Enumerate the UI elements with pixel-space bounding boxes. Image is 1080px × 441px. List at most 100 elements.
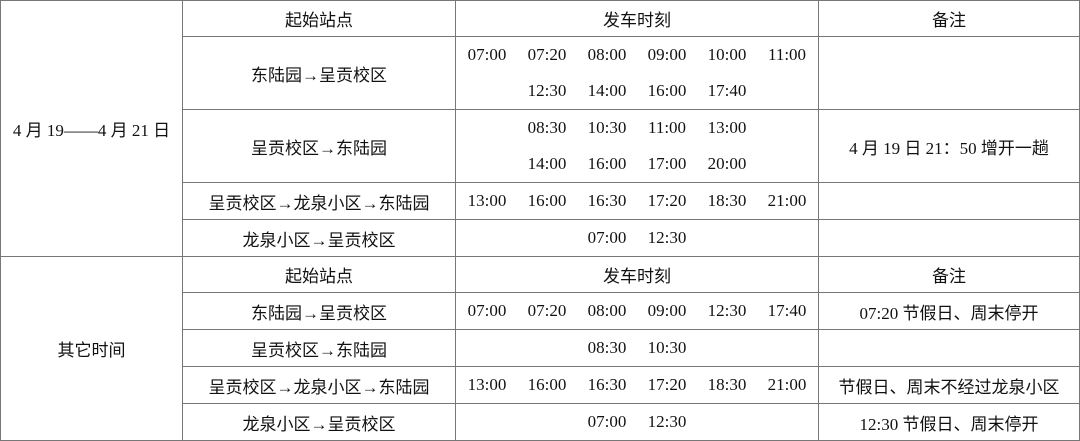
- departure-time: 07:00: [587, 228, 627, 247]
- departure-time: 07:00: [587, 412, 627, 431]
- departure-time: 16:30: [587, 191, 627, 210]
- note-cell: 12:30 节假日、周末停开: [818, 403, 1080, 441]
- departure-time: [697, 330, 757, 366]
- header-route: 起始站点: [182, 256, 456, 293]
- departure-time: [757, 110, 817, 146]
- route-cell: 呈贡校区→龙泉小区→东陆园: [182, 182, 456, 220]
- route-cell: 龙泉小区→呈贡校区: [182, 403, 456, 441]
- departure-time: 20:00: [707, 154, 747, 173]
- departure-time: [697, 220, 757, 256]
- departure-time: [697, 404, 757, 440]
- header-times: 发车时刻: [455, 256, 819, 293]
- departure-time: 08:00: [587, 45, 627, 64]
- departure-time: [757, 404, 817, 440]
- departure-time: [517, 404, 577, 440]
- departure-time: 10:00: [707, 45, 747, 64]
- departure-time: 12:30: [707, 301, 747, 320]
- times-cell: 08:30 10:30 11:00 13:00 14:00 16:00 17:00 20:00: [455, 109, 819, 183]
- header-row: 4 月 19——4 月 21 日起始站点 发车时刻 备注: [0, 0, 1080, 257]
- departure-time: [457, 110, 517, 146]
- departure-time: 08:00: [587, 301, 627, 320]
- header-route: 起始站点: [182, 0, 456, 37]
- departure-time: 16:00: [587, 154, 627, 173]
- times-cell: 07:00 12:30: [455, 403, 819, 441]
- period-cell: 4 月 19——4 月 21 日: [0, 0, 183, 257]
- departure-time: 17:00: [647, 154, 687, 173]
- times-cell: 13:00 16:00 16:30 17:20 18:30 21:00: [455, 182, 819, 220]
- route-cell: 东陆园→呈贡校区: [182, 292, 456, 330]
- departure-time: 07:00: [467, 301, 507, 320]
- departure-time: [517, 220, 577, 256]
- route-cell: 呈贡校区→东陆园: [182, 329, 456, 367]
- departure-time: [517, 330, 577, 366]
- departure-time: 16:00: [647, 81, 687, 100]
- route-cell: 东陆园→呈贡校区: [182, 36, 456, 110]
- note-cell: [818, 219, 1080, 257]
- note-cell: 07:20 节假日、周末停开: [818, 292, 1080, 330]
- departure-time: 16:30: [587, 375, 627, 394]
- times-grid: 07:00 12:30: [456, 220, 818, 256]
- times-grid: 07:00 12:30: [456, 404, 818, 440]
- departure-time: [457, 146, 517, 182]
- departure-time: 10:30: [587, 118, 627, 137]
- departure-time: 14:00: [527, 154, 567, 173]
- departure-time: 08:30: [527, 118, 567, 137]
- departure-time: 14:00: [587, 81, 627, 100]
- times-grid: 07:00 07:20 08:00 09:00 10:00 11:00 12:30 14:00…: [456, 37, 818, 109]
- departure-time: 12:30: [527, 81, 567, 100]
- departure-time: 18:30: [707, 375, 747, 394]
- departure-time: 07:20: [527, 301, 567, 320]
- times-cell: 08:30 10:30: [455, 329, 819, 367]
- table-row: 呈贡校区→东陆园 08:30 10:30 11:00 13:00 14:00 16:00 17…: [1, 109, 1080, 183]
- departure-time: 07:00: [467, 45, 507, 64]
- route-cell: 龙泉小区→呈贡校区: [182, 219, 456, 257]
- times-grid: 08:30 10:30 11:00 13:00 14:00 16:00 17:00 20:00: [456, 110, 818, 182]
- departure-time: 21:00: [767, 191, 807, 210]
- departure-time: 13:00: [467, 375, 507, 394]
- times-cell: 07:00 07:20 08:00 09:00 10:00 11:00 12:30 14:00…: [455, 36, 819, 110]
- departure-time: 21:00: [767, 375, 807, 394]
- departure-time: 18:30: [707, 191, 747, 210]
- departure-time: 12:30: [647, 412, 687, 431]
- departure-time: 17:40: [707, 81, 747, 100]
- departure-time: [757, 73, 817, 109]
- times-grid: 07:00 07:20 08:00 09:00 12:30 17:40: [456, 293, 818, 329]
- times-grid: 13:00 16:00 16:30 17:20 18:30 21:00: [456, 183, 818, 219]
- departure-time: 11:00: [767, 45, 807, 64]
- times-cell: 13:00 16:00 16:30 17:20 18:30 21:00: [455, 366, 819, 404]
- departure-time: 12:30: [647, 228, 687, 247]
- times-grid: 08:30 10:30: [456, 330, 818, 366]
- departure-time: 13:00: [467, 191, 507, 210]
- table-row: 东陆园→呈贡校区 07:00 07:20 08:00 09:00 12:30 17:40 07…: [1, 292, 1080, 330]
- times-grid: 13:00 16:00 16:30 17:20 18:30 21:00: [456, 367, 818, 403]
- departure-time: 09:00: [647, 45, 687, 64]
- table-row: 呈贡校区→龙泉小区→东陆园 13:00 16:00 16:30 17:20 18:30 21…: [1, 366, 1080, 404]
- departure-time: [757, 220, 817, 256]
- departure-time: 17:40: [767, 301, 807, 320]
- note-cell: [818, 182, 1080, 220]
- departure-time: 11:00: [647, 118, 687, 137]
- departure-time: [457, 404, 517, 440]
- departure-time: 16:00: [527, 191, 567, 210]
- departure-time: 09:00: [647, 301, 687, 320]
- departure-time: [457, 330, 517, 366]
- table-row: 龙泉小区→呈贡校区 07:00 12:30: [1, 219, 1080, 257]
- table-row: 龙泉小区→呈贡校区 07:00 12:30 12:30 节假日、周末停开: [1, 403, 1080, 441]
- departure-time: [757, 330, 817, 366]
- departure-time: 17:20: [647, 375, 687, 394]
- period-cell: 其它时间: [0, 256, 183, 441]
- route-cell: 呈贡校区→龙泉小区→东陆园: [182, 366, 456, 404]
- header-times: 发车时刻: [455, 0, 819, 37]
- departure-time: 07:20: [527, 45, 567, 64]
- times-cell: 07:00 12:30: [455, 219, 819, 257]
- departure-time: 10:30: [647, 338, 687, 357]
- times-cell: 07:00 07:20 08:00 09:00 12:30 17:40: [455, 292, 819, 330]
- departure-time: 16:00: [527, 375, 567, 394]
- table-row: 呈贡校区→龙泉小区→东陆园 13:00 16:00 16:30 17:20 18:30 21…: [1, 182, 1080, 220]
- header-note: 备注: [818, 256, 1080, 293]
- departure-time: 17:20: [647, 191, 687, 210]
- departure-time: [457, 220, 517, 256]
- departure-time: [457, 73, 517, 109]
- header-row: 其它时间 起始站点 发车时刻 备注: [0, 256, 1080, 441]
